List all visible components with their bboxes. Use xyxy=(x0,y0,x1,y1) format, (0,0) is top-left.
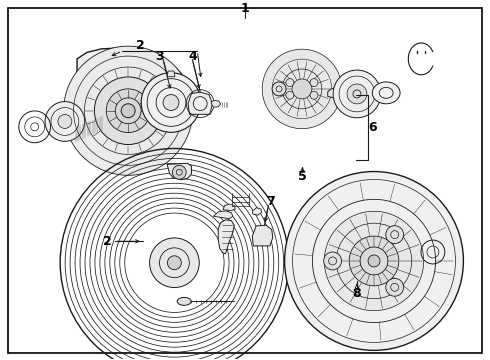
Circle shape xyxy=(368,255,380,267)
Text: 5: 5 xyxy=(298,170,307,183)
Circle shape xyxy=(310,78,318,86)
Circle shape xyxy=(149,238,199,288)
Circle shape xyxy=(333,70,381,118)
Text: 2: 2 xyxy=(136,39,145,52)
Text: 2: 2 xyxy=(103,235,112,248)
Polygon shape xyxy=(188,92,212,114)
Circle shape xyxy=(386,226,404,244)
Circle shape xyxy=(292,79,312,99)
Polygon shape xyxy=(218,220,234,254)
Circle shape xyxy=(386,278,404,296)
Polygon shape xyxy=(252,208,262,215)
Circle shape xyxy=(64,46,193,175)
Circle shape xyxy=(168,256,181,270)
Ellipse shape xyxy=(372,82,400,104)
Polygon shape xyxy=(72,48,191,167)
Polygon shape xyxy=(278,66,330,112)
Polygon shape xyxy=(167,71,175,77)
Circle shape xyxy=(163,95,179,111)
Text: 4: 4 xyxy=(188,50,197,63)
Text: 7: 7 xyxy=(267,195,275,208)
Circle shape xyxy=(58,114,72,129)
Circle shape xyxy=(172,165,186,179)
Polygon shape xyxy=(211,100,220,107)
Circle shape xyxy=(141,73,201,132)
Ellipse shape xyxy=(177,297,191,305)
Circle shape xyxy=(286,91,294,99)
Polygon shape xyxy=(328,87,349,98)
Circle shape xyxy=(324,252,342,270)
Text: 3: 3 xyxy=(155,50,164,63)
Circle shape xyxy=(272,82,286,96)
Polygon shape xyxy=(223,204,235,211)
Text: 8: 8 xyxy=(353,287,361,300)
Circle shape xyxy=(347,84,367,104)
Circle shape xyxy=(286,78,294,86)
Polygon shape xyxy=(167,163,192,180)
Polygon shape xyxy=(213,211,233,219)
Circle shape xyxy=(262,49,342,129)
Circle shape xyxy=(95,77,162,144)
Circle shape xyxy=(45,102,85,141)
Circle shape xyxy=(106,89,150,132)
Text: 6: 6 xyxy=(368,121,377,134)
Circle shape xyxy=(349,236,399,286)
Circle shape xyxy=(285,171,464,350)
Polygon shape xyxy=(252,225,273,246)
Circle shape xyxy=(121,104,135,118)
Text: 1: 1 xyxy=(241,2,249,15)
Circle shape xyxy=(310,91,318,99)
Circle shape xyxy=(324,211,424,311)
